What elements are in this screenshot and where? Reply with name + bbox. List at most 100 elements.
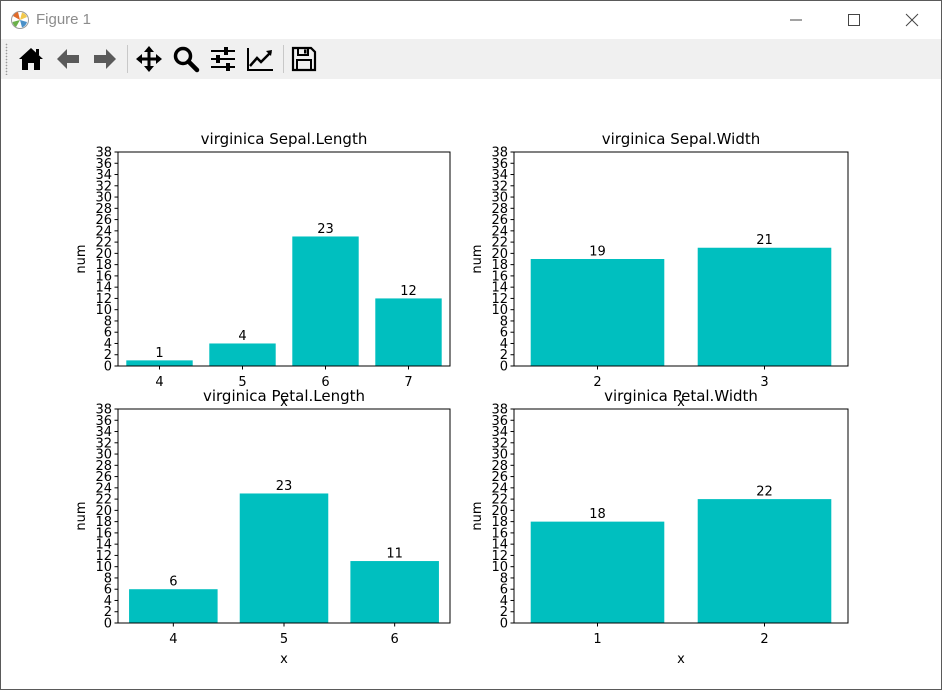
x-tick-label: 7 <box>404 375 412 390</box>
x-tick-label: 1 <box>593 632 601 647</box>
y-tick-label: 38 <box>95 403 112 418</box>
title-bar[interactable]: Figure 1 <box>1 1 941 39</box>
x-axis-label: x <box>280 395 288 410</box>
y-tick-label: 8 <box>500 314 508 329</box>
x-tick-label: 2 <box>760 632 768 647</box>
minimize-button[interactable] <box>767 1 825 39</box>
maximize-button[interactable] <box>825 1 883 39</box>
maximize-icon <box>848 14 860 26</box>
y-tick-label: 34 <box>95 425 112 440</box>
bar-2 <box>697 499 832 623</box>
chart-title: virginica Sepal.Width <box>602 130 761 148</box>
y-tick-label: 30 <box>491 191 508 206</box>
y-tick-label: 24 <box>491 481 508 496</box>
y-tick-label: 30 <box>95 448 112 463</box>
y-tick-label: 36 <box>95 157 112 172</box>
y-tick-label: 2 <box>104 348 112 363</box>
bar-value-label: 23 <box>276 479 293 494</box>
toolbar-separator <box>283 45 284 73</box>
y-tick-label: 26 <box>491 213 508 228</box>
home-button[interactable] <box>15 43 47 75</box>
y-tick-label: 0 <box>500 360 508 375</box>
y-tick-label: 4 <box>500 337 508 352</box>
y-tick-label: 26 <box>95 470 112 485</box>
y-tick-label: 8 <box>104 314 112 329</box>
y-tick-label: 36 <box>491 414 508 429</box>
x-axis-label: x <box>677 652 685 667</box>
bar-value-label: 1 <box>155 346 163 361</box>
bar-value-label: 21 <box>756 233 773 248</box>
y-tick-label: 20 <box>491 247 508 262</box>
bar-5 <box>239 493 329 623</box>
y-tick-label: 36 <box>491 157 508 172</box>
subplots-button[interactable] <box>207 43 239 75</box>
y-axis-label: num <box>470 501 485 530</box>
y-tick-label: 16 <box>491 526 508 541</box>
pan-button[interactable] <box>133 43 165 75</box>
subplot-2: 1921024681012141618202224262830323436382… <box>470 130 849 410</box>
magnifier-icon <box>173 46 200 73</box>
figure-canvas[interactable]: 1 4 23 12 0 2 4 6 8 10 12 14 16 18 20 22 24 26 28 30 32 34 36 3… <box>1 79 941 689</box>
y-tick-label: 22 <box>95 493 112 508</box>
toolbar-grip[interactable] <box>5 43 8 75</box>
y-tick-label: 12 <box>491 549 508 564</box>
y-tick-label: 32 <box>95 436 112 451</box>
zoom-button[interactable] <box>170 43 202 75</box>
y-tick-label: 18 <box>491 515 508 530</box>
bar-4 <box>129 589 218 623</box>
axes-frame <box>117 151 451 367</box>
close-button[interactable] <box>883 1 941 39</box>
bar-value-label: 4 <box>238 329 246 344</box>
y-tick-label: 12 <box>95 549 112 564</box>
y-tick-label: 32 <box>491 179 508 194</box>
bar-6 <box>350 561 439 623</box>
window-title: Figure 1 <box>36 11 92 28</box>
back-button[interactable] <box>52 43 84 75</box>
y-tick-label: 18 <box>95 258 112 273</box>
axes-frame <box>513 408 849 624</box>
chart-title: virginica Sepal.Length <box>201 130 368 148</box>
y-tick-label: 24 <box>95 224 112 239</box>
y-tick-label: 18 <box>491 258 508 273</box>
y-axis-label: num <box>74 244 89 273</box>
y-tick-label: 2 <box>104 605 112 620</box>
save-button[interactable] <box>288 43 320 75</box>
y-tick-label: 30 <box>491 448 508 463</box>
toolbar-separator <box>127 45 128 73</box>
y-tick-label: 6 <box>104 583 112 598</box>
bar-value-label: 6 <box>169 575 177 590</box>
bar-5 <box>209 343 276 366</box>
y-tick-label: 0 <box>104 617 112 632</box>
bar-2 <box>530 259 665 366</box>
y-tick-label: 20 <box>95 504 112 519</box>
y-tick-label: 16 <box>95 269 112 284</box>
bar-3 <box>697 247 832 366</box>
subplot-1: 1423120246810121416182022242628303234363… <box>74 130 451 410</box>
y-tick-label: 6 <box>500 583 508 598</box>
y-tick-label: 22 <box>95 236 112 251</box>
y-tick-label: 28 <box>491 202 508 217</box>
y-tick-label: 38 <box>95 146 112 161</box>
y-tick-label: 10 <box>491 303 508 318</box>
y-tick-label: 22 <box>491 236 508 251</box>
y-tick-label: 28 <box>95 202 112 217</box>
y-tick-label: 20 <box>95 247 112 262</box>
subplot-3: 6231102468101214161820222426283032343638… <box>74 387 451 667</box>
y-tick-label: 28 <box>491 459 508 474</box>
y-tick-label: 14 <box>491 538 508 553</box>
customize-button[interactable] <box>244 43 276 75</box>
bar-value-label: 22 <box>756 485 773 500</box>
y-tick-label: 10 <box>95 303 112 318</box>
y-tick-label: 0 <box>104 360 112 375</box>
x-tick-label: 3 <box>760 375 768 390</box>
x-tick-label: 6 <box>391 632 399 647</box>
forward-button[interactable] <box>89 43 121 75</box>
home-icon <box>19 48 43 70</box>
y-tick-label: 24 <box>95 481 112 496</box>
navigation-toolbar <box>1 39 941 79</box>
x-tick-label: 2 <box>593 375 601 390</box>
move-icon <box>136 46 162 72</box>
y-tick-label: 28 <box>95 459 112 474</box>
bar-4 <box>126 360 193 366</box>
